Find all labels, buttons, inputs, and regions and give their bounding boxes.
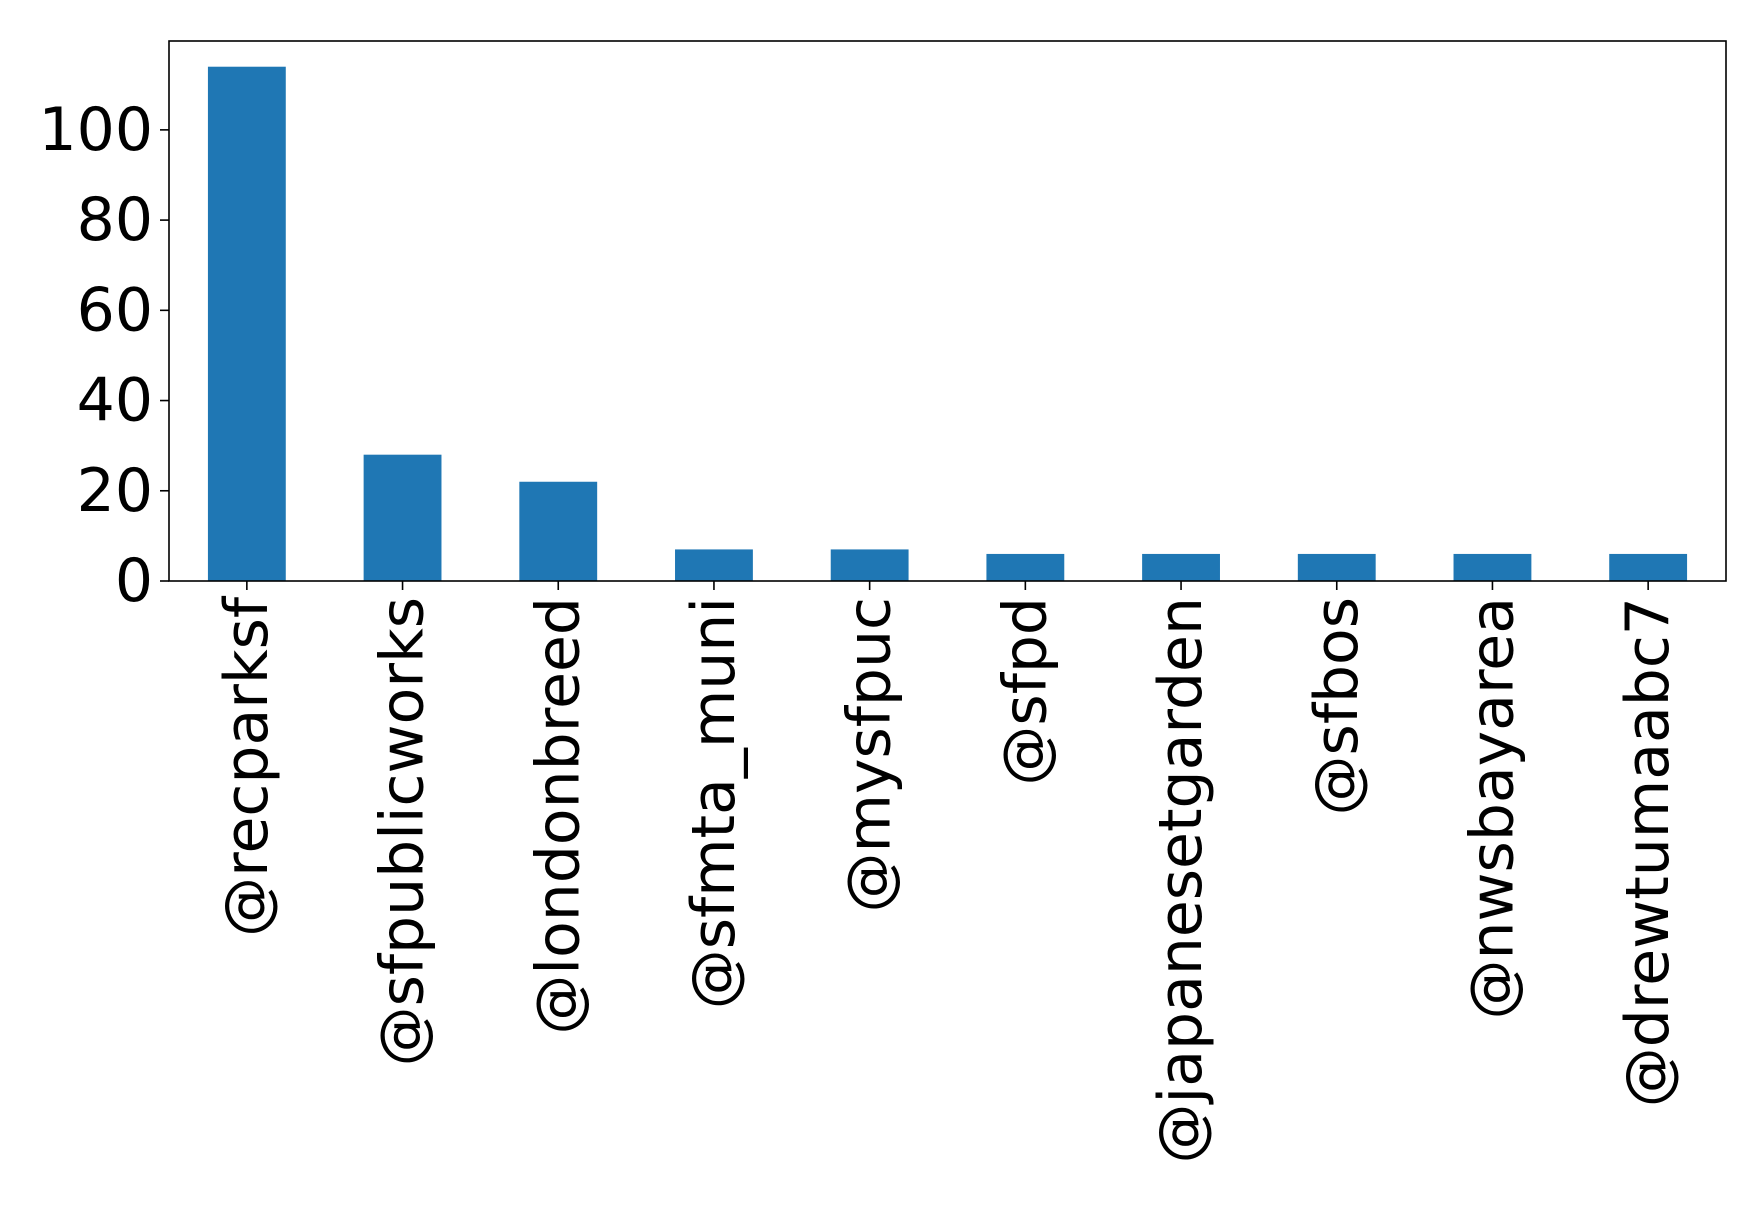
y-tick-label-4: 80	[77, 185, 153, 255]
y-tick-label-5: 100	[38, 95, 153, 165]
x-tick-label-2: @londonbreed	[523, 597, 593, 1035]
bar-6	[1142, 553, 1220, 581]
bar-0	[207, 66, 286, 581]
bar-9	[1609, 553, 1688, 581]
x-tick-label-6: @japanesetgarden	[1146, 597, 1216, 1163]
bars-group	[207, 66, 1688, 581]
x-tick-label-9: @drewtumaabc7	[1613, 597, 1683, 1107]
x-tick-label-5: @sfpd	[990, 597, 1060, 786]
x-axis: @recparksf @sfpublicworks @londonbreed @sfm…	[212, 581, 1683, 1163]
x-tick-label-7: @sfbos	[1302, 597, 1372, 815]
y-tick-label-2: 40	[77, 366, 153, 436]
x-tick-label-4: @mysfpuc	[835, 597, 905, 912]
bar-7	[1297, 553, 1376, 581]
plot-frame	[168, 40, 1727, 582]
bar-2	[519, 481, 598, 581]
bar-3	[675, 549, 753, 581]
y-axis: 0 20 40 60 80 100	[38, 95, 169, 616]
x-tick-label-0: @recparksf	[212, 595, 282, 937]
bar-8	[1453, 553, 1532, 581]
y-tick-label-3: 60	[77, 275, 153, 345]
x-tick-label-1: @sfpublicworks	[368, 597, 438, 1066]
bar-4	[830, 549, 909, 581]
x-tick-label-8: @nwsbayarea	[1457, 597, 1527, 1020]
bar-1	[363, 454, 442, 581]
y-tick-label-0: 0	[115, 546, 153, 616]
x-tick-label-3: @sfmta_muni	[679, 597, 749, 1009]
y-tick-label-1: 20	[77, 456, 153, 526]
bar-5	[986, 553, 1065, 581]
